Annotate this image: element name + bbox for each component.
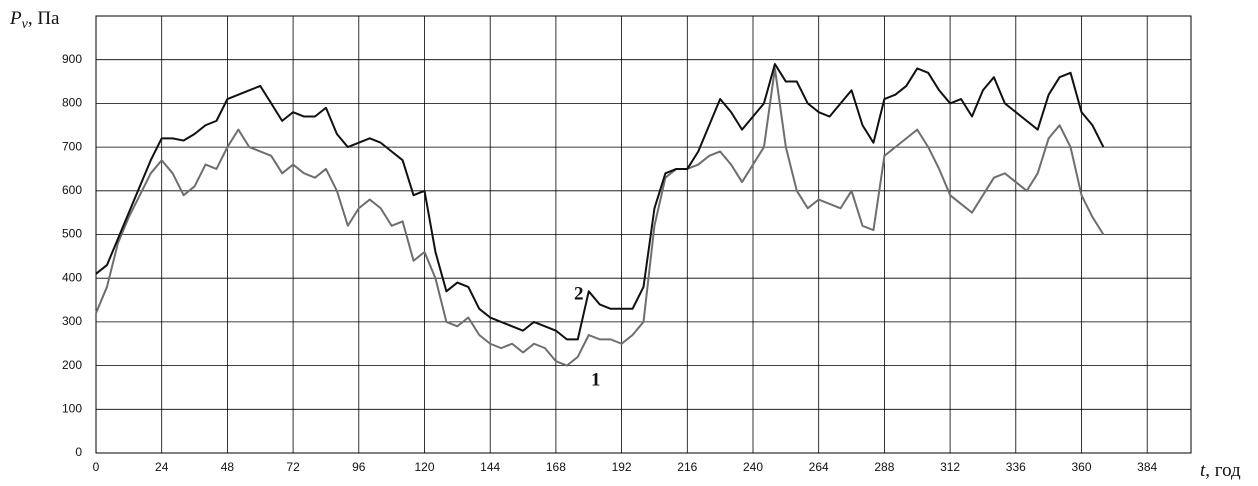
y-label-subscript: v <box>22 17 29 32</box>
y-tick-label: 100 <box>62 401 82 415</box>
x-tick-label: 360 <box>1071 460 1091 474</box>
x-tick-label: 72 <box>286 460 300 474</box>
y-tick-label: 400 <box>62 270 82 284</box>
series-label: 1 <box>591 369 601 390</box>
x-tick-label: 168 <box>546 460 566 474</box>
series-line <box>95 63 1105 341</box>
x-tick-label: 96 <box>352 460 366 474</box>
y-tick-label: 300 <box>62 314 82 328</box>
x-tick-label: 288 <box>874 460 894 474</box>
y-tick-label: 600 <box>62 183 82 197</box>
x-tick-label: 216 <box>677 460 697 474</box>
x-tick-label: 336 <box>1006 460 1026 474</box>
y-tick-label: 200 <box>62 358 82 372</box>
y-axis-label: Pv, Па <box>9 8 60 32</box>
y-tick-label: 900 <box>62 52 82 66</box>
y-tick-label: 500 <box>62 227 82 241</box>
x-tick-label: 120 <box>414 460 434 474</box>
x-tick-label: 144 <box>480 460 500 474</box>
y-label-symbol: P <box>9 8 22 29</box>
x-axis-label: t, год <box>1200 460 1241 481</box>
y-tick-label: 800 <box>62 96 82 110</box>
x-tick-label: 48 <box>221 460 235 474</box>
x-tick-label: 384 <box>1137 460 1157 474</box>
x-tick-label: 312 <box>940 460 960 474</box>
y-tick-label: 0 <box>75 445 82 459</box>
x-tick-label: 264 <box>809 460 829 474</box>
series-line <box>95 67 1105 367</box>
x-label-symbol: t <box>1200 460 1206 481</box>
series-label: 2 <box>574 283 584 304</box>
x-tick-label: 24 <box>155 460 169 474</box>
x-tick-label: 192 <box>612 460 632 474</box>
y-tick-label: 700 <box>62 139 82 153</box>
y-label-unit: , Па <box>28 8 60 29</box>
x-label-unit: , год <box>1205 460 1241 481</box>
x-tick-label: 0 <box>93 460 100 474</box>
x-tick-label: 240 <box>743 460 763 474</box>
